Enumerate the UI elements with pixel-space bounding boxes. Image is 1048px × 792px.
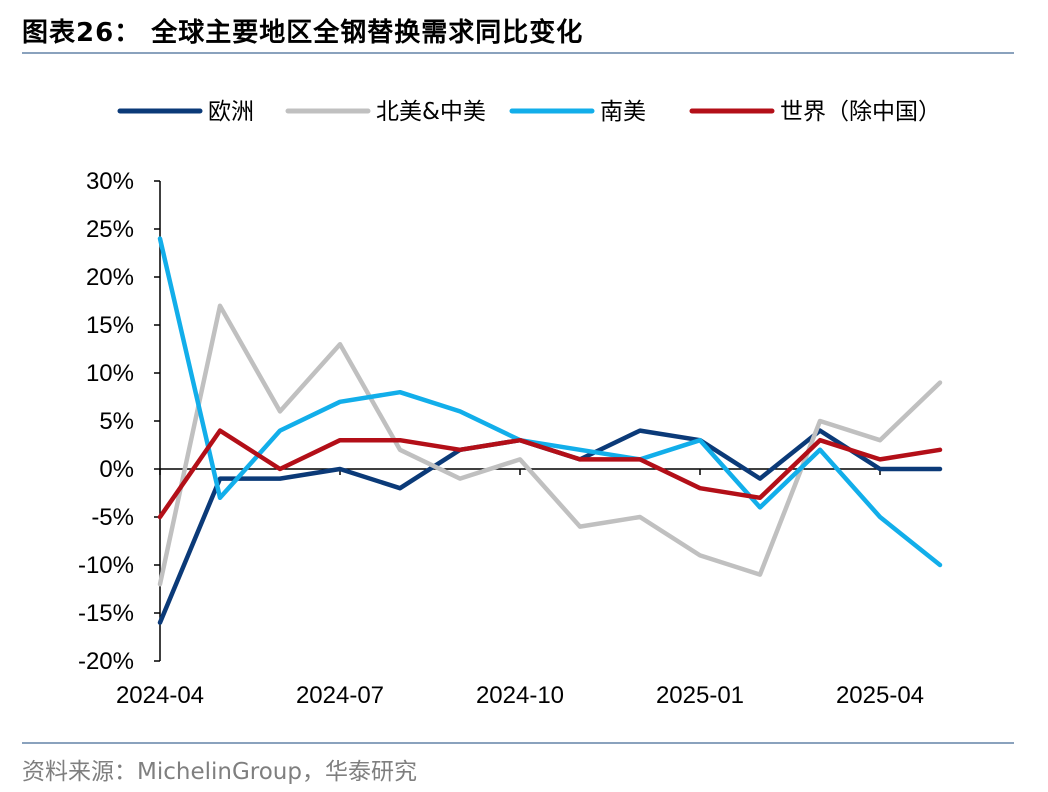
series-line-2 xyxy=(157,236,943,568)
y-tick-label: 20% xyxy=(86,264,134,291)
series-line-3 xyxy=(157,428,943,520)
y-tick-label: 25% xyxy=(86,216,134,243)
top-divider xyxy=(22,52,1014,54)
y-tick-label: 10% xyxy=(86,360,134,387)
chart-axes: -20% -15% -10% -5% 0% 5% 10% 15% 20% 25% 30% 2024-0… xyxy=(78,168,940,709)
legend-label-0: 欧洲 xyxy=(208,99,254,125)
chart-legend: 欧洲 北美&中美 南美 世界（除中国） xyxy=(117,99,941,125)
x-tick-label: 2025-04 xyxy=(836,682,924,709)
y-tick-label: 15% xyxy=(86,312,134,339)
chart-series-lines xyxy=(157,236,943,625)
y-tick-label: -15% xyxy=(78,600,134,627)
x-tick-label: 2024-04 xyxy=(116,682,204,709)
source-note: 资料来源：MichelinGroup，华泰研究 xyxy=(22,759,417,785)
series-line-0 xyxy=(157,428,943,625)
x-tick-label: 2025-01 xyxy=(656,682,744,709)
bottom-divider xyxy=(22,742,1014,744)
legend-label-3: 世界（除中国） xyxy=(780,99,941,125)
x-tick-label: 2024-07 xyxy=(296,682,384,709)
x-tick-label: 2024-10 xyxy=(476,682,564,709)
legend-label-2: 南美 xyxy=(600,99,646,125)
chart-title: 图表26： 全球主要地区全钢替换需求同比变化 xyxy=(22,18,584,48)
y-tick-label: -10% xyxy=(78,552,134,579)
y-tick-label: -20% xyxy=(78,648,134,675)
legend-label-1: 北美&中美 xyxy=(376,99,486,125)
series-line-1 xyxy=(157,303,943,587)
y-tick-label: 5% xyxy=(99,408,134,435)
y-tick-label: -5% xyxy=(91,504,134,531)
y-tick-label: 30% xyxy=(86,168,134,195)
y-tick-label: 0% xyxy=(99,456,134,483)
